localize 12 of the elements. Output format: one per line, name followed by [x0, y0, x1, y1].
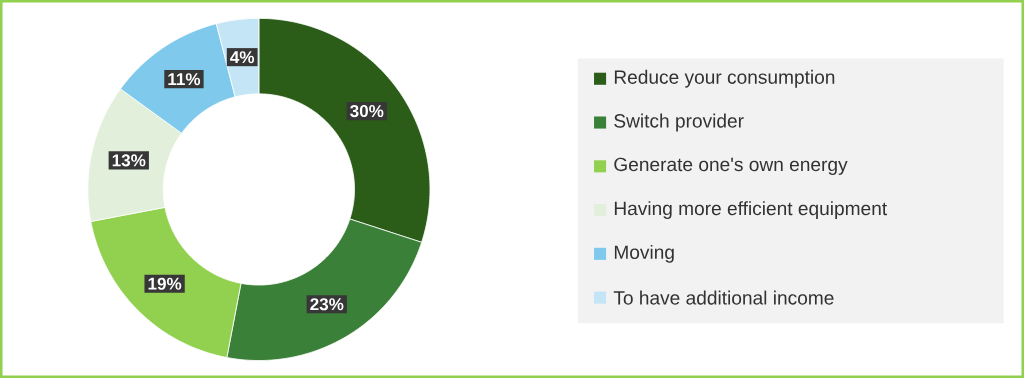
legend-label: Generate one's own energy	[614, 157, 848, 175]
legend-label: Having more efficient equipment	[614, 201, 888, 220]
data-label: 19%	[148, 277, 182, 290]
data-label: 11%	[168, 73, 201, 86]
data-label: 30%	[350, 105, 384, 118]
data-label: 4%	[230, 51, 255, 64]
legend-label: Switch provider	[614, 113, 744, 132]
legend-label: To have additional income	[613, 290, 834, 305]
data-label: 13%	[112, 154, 146, 167]
data-label: 23%	[310, 298, 344, 311]
legend-label: Moving	[614, 244, 674, 263]
legend-label: Reduce your consumption	[614, 69, 835, 88]
